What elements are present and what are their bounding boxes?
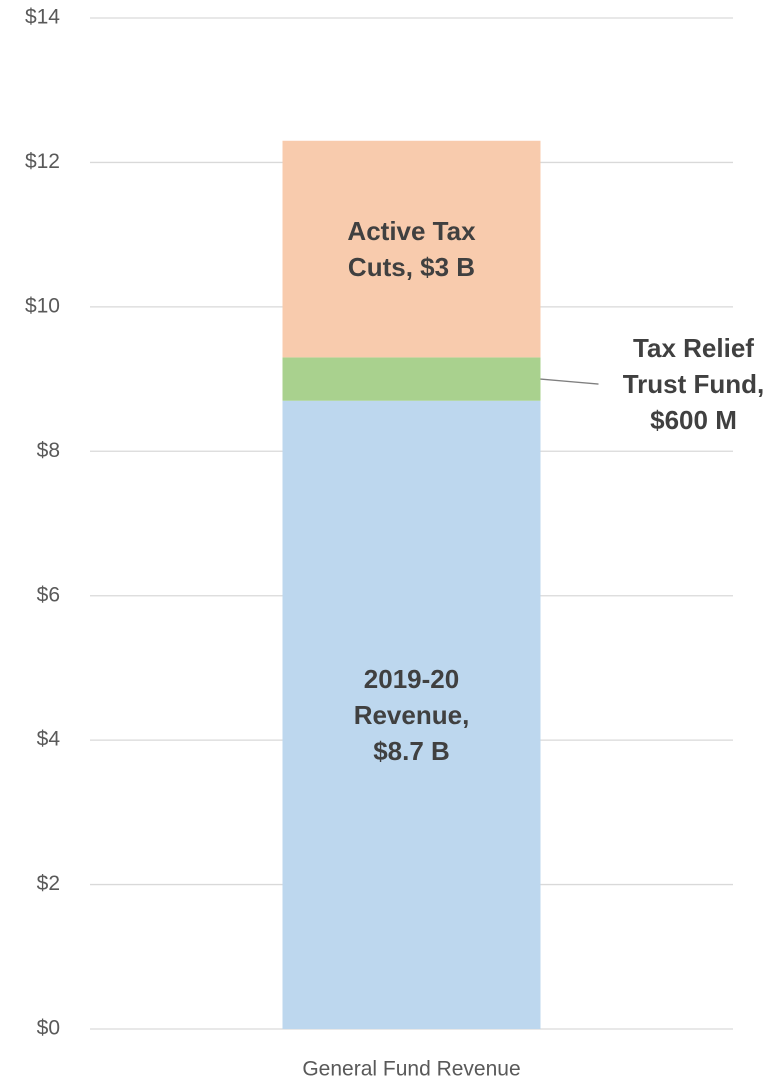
y-tick-label: $10 — [25, 294, 60, 317]
y-tick-label: $6 — [37, 583, 60, 606]
leader-line — [540, 378, 599, 385]
y-tick-label: $4 — [37, 728, 61, 751]
bar-segment — [282, 400, 541, 1029]
bar-segment — [282, 140, 541, 358]
data-label: Tax Relief Trust Fund, $600 M — [622, 333, 765, 436]
x-tick-label: General Fund Revenue — [302, 1058, 520, 1081]
y-tick-label: $12 — [25, 150, 60, 173]
y-tick-label: $14 — [25, 6, 60, 29]
y-tick-label: $0 — [37, 1017, 60, 1040]
y-tick-label: $8 — [37, 439, 60, 462]
bar-segment — [282, 357, 541, 401]
y-tick-label: $2 — [37, 872, 60, 895]
data-label: Active Tax Cuts, $3 B — [347, 216, 476, 283]
data-label: 2019-20 Revenue, $8.7 B — [353, 663, 470, 766]
